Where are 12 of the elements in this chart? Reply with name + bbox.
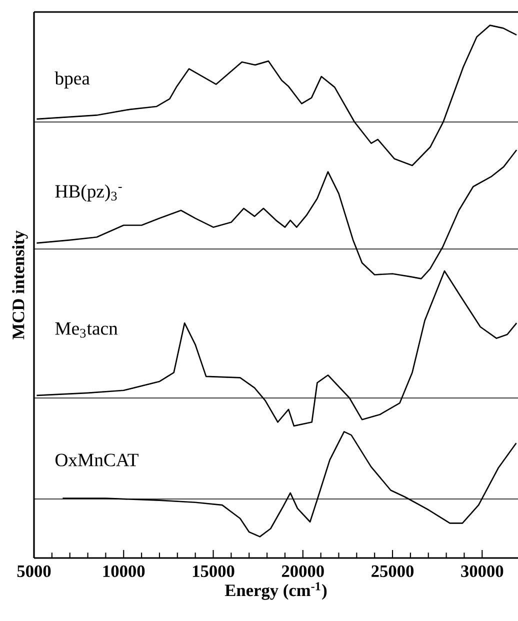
series-label: HB(pz)$_{3}$-: [55, 184, 122, 202]
x-tick-label: 15000: [192, 565, 234, 578]
x-tick-label: 10000: [103, 565, 145, 578]
x-tick-label: 25000: [372, 565, 414, 578]
series-label: OxMnCAT: [56, 454, 138, 466]
y-axis-title: MCD intensity: [12, 230, 28, 340]
x-tick-label: 30000: [461, 565, 504, 578]
x-axis-title: Energy (cm$^{-1}$): [224, 582, 327, 600]
text: Me$_{3}$tacn: [55, 322, 118, 338]
x-tick-label: 5000: [17, 565, 51, 578]
series-label: bpea: [54, 72, 90, 88]
x-tick-label: 20000: [282, 565, 324, 578]
